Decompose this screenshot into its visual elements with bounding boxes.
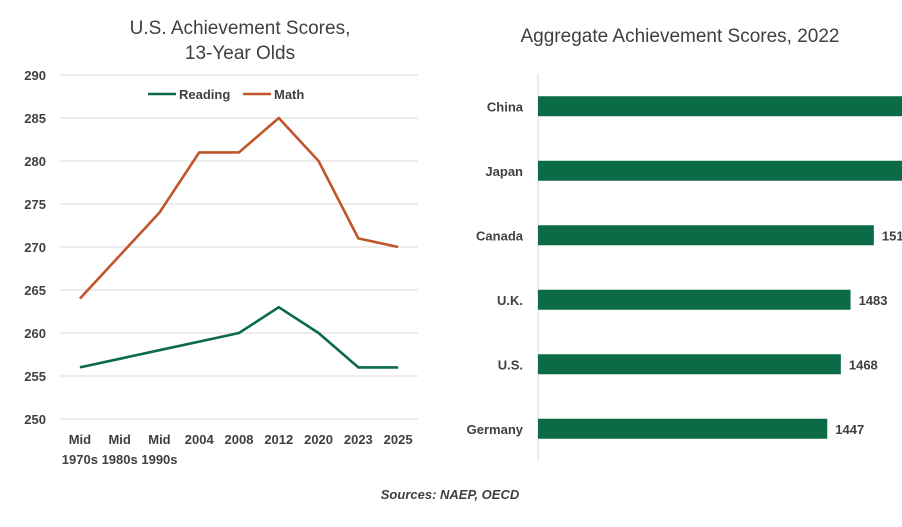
bar-value-label-2: 1519 [882, 228, 902, 243]
bar-us [538, 354, 841, 375]
bar-category-label-1: Japan [485, 164, 523, 179]
x-tick-label-0-1: 1970s [62, 452, 98, 467]
y-tick-label-290: 290 [24, 68, 46, 83]
line-chart-title: U.S. Achievement Scores, 13-Year Olds [40, 16, 440, 66]
bar-china [538, 96, 902, 117]
y-tick-label-270: 270 [24, 240, 46, 255]
legend-label-math: Math [274, 87, 304, 102]
bar-category-label-0: China [487, 99, 524, 114]
x-tick-label-7-0: 2023 [344, 432, 373, 447]
x-tick-label-2-0: Mid [148, 432, 170, 447]
legend-label-reading: Reading [179, 87, 230, 102]
line-chart-title-line-2: 13-Year Olds [184, 43, 296, 64]
series-line-math [78, 116, 399, 300]
x-tick-label-0-0: Mid [69, 432, 91, 447]
y-tick-label-280: 280 [24, 154, 46, 169]
line-chart: 250 255 260 265 270 275 280 285 290 Mid 1970s Mid 19… [24, 68, 418, 467]
bar-chart: China1605Japan1599Canada1519U.K.1483U.S.… [467, 74, 902, 461]
bar-category-label-2: Canada [476, 228, 524, 243]
y-tick-label-250: 250 [24, 412, 46, 427]
y-tick-label-255: 255 [24, 369, 46, 384]
series-line-reading [79, 305, 399, 369]
bar-category-label-4: U.S. [498, 357, 523, 372]
bar-canada [538, 225, 874, 246]
bar-chart-title: Aggregate Achievement Scores, 2022 [520, 26, 840, 47]
line-chart-title-line-1: U.S. Achievement Scores, [129, 18, 351, 39]
bar-value-label-4: 1468 [849, 357, 878, 372]
bar-category-label-3: U.K. [497, 293, 523, 308]
y-tick-label-260: 260 [24, 326, 46, 341]
y-tick-label-285: 285 [24, 111, 46, 126]
bar-value-label-3: 1483 [859, 293, 888, 308]
x-tick-label-1-1: 1980s [102, 452, 138, 467]
x-tick-label-1-0: Mid [108, 432, 130, 447]
x-tick-label-4-0: 2008 [225, 432, 254, 447]
y-tick-label-265: 265 [24, 283, 46, 298]
y-tick-label-275: 275 [24, 197, 46, 212]
x-tick-label-6-0: 2020 [304, 432, 333, 447]
bar-category-label-5: Germany [467, 422, 524, 437]
bar-uk [538, 289, 851, 310]
bar-germany [538, 418, 828, 439]
x-tick-label-8-0: 2025 [384, 432, 413, 447]
x-tick-label-2-1: 1990s [141, 452, 177, 467]
x-tick-label-3-0: 2004 [185, 432, 215, 447]
bar-japan [538, 160, 902, 181]
bar-value-label-5: 1447 [835, 422, 864, 437]
sources-note: Sources: NAEP, OECD [380, 487, 520, 502]
x-tick-label-5-0: 2012 [264, 432, 293, 447]
